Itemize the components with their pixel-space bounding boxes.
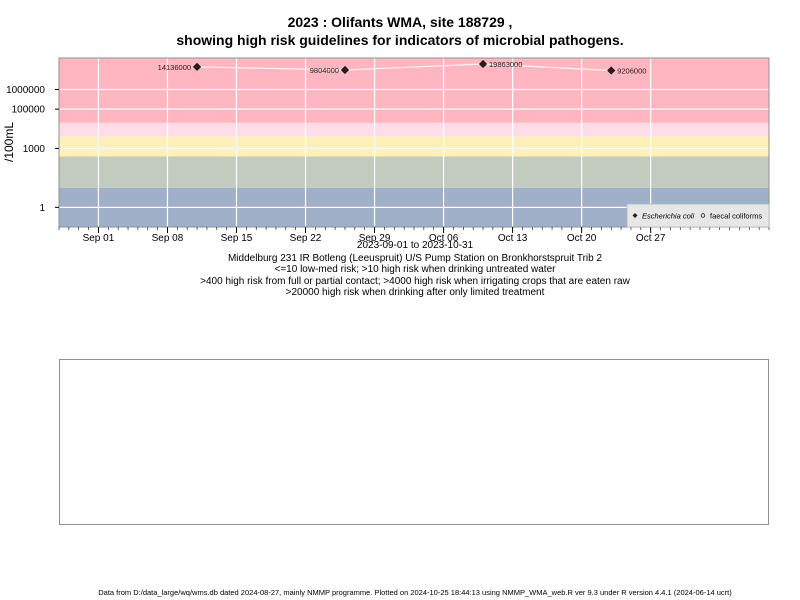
legend-label-faecal: faecal coliforms bbox=[710, 212, 762, 221]
ecoli-data-label-0: 14136000 bbox=[158, 63, 191, 72]
risk-band-1 bbox=[59, 156, 769, 188]
ecoli-point-3 bbox=[607, 66, 616, 75]
subtitle-risk-drinking: <=10 low-med risk; >10 high risk when dr… bbox=[274, 264, 556, 275]
y-tick-label-0: 1 bbox=[39, 203, 45, 214]
x-tick-label-0: Sep 01 bbox=[83, 233, 115, 244]
empty-plot-panel bbox=[59, 359, 769, 525]
ecoli-data-label-2: 19863000 bbox=[489, 60, 522, 69]
subtitle-date-range: 2023-09-01 to 2023-10-31 bbox=[356, 240, 474, 251]
x-tick-label-5: Oct 06 bbox=[429, 233, 459, 244]
x-tick-label-6: Oct 13 bbox=[498, 233, 528, 244]
chart-title-line-1: 2023 : Olifants WMA, site 188729 , bbox=[287, 14, 513, 30]
subtitle-site-description: Middelburg 231 IR Botleng (Leeuspruit) U… bbox=[227, 253, 603, 264]
risk-band-3 bbox=[59, 122, 769, 137]
x-tick-label-8: Oct 27 bbox=[636, 233, 666, 244]
ecoli-point-0 bbox=[193, 62, 202, 71]
ecoli-data-label-3: 9206000 bbox=[617, 67, 646, 76]
x-tick-label-2: Sep 15 bbox=[221, 233, 253, 244]
risk-band-2 bbox=[59, 136, 769, 157]
x-tick-label-4: Sep 29 bbox=[359, 233, 391, 244]
y-axis-label: /100mL bbox=[2, 122, 16, 162]
legend-marker-faecal bbox=[700, 213, 706, 218]
x-tick-label-7: Oct 20 bbox=[567, 233, 597, 244]
x-tick-label-3: Sep 22 bbox=[290, 233, 322, 244]
y-tick-label-3: 1000000 bbox=[6, 85, 45, 96]
x-tick-label-1: Sep 08 bbox=[152, 233, 184, 244]
legend-label-ecoli: Escherichia coli bbox=[642, 212, 694, 221]
legend-marker-ecoli bbox=[632, 213, 638, 218]
ecoli-data-label-1: 9804000 bbox=[310, 66, 339, 75]
chart-title-line-2: showing high risk guidelines for indicat… bbox=[176, 32, 624, 48]
ecoli-series-line bbox=[197, 63, 612, 72]
footer-note: Data from D:/data_large/wq/wms.db dated … bbox=[98, 588, 732, 597]
y-tick-label-1: 1000 bbox=[23, 144, 46, 155]
legend-box bbox=[626, 203, 770, 228]
ecoli-point-2 bbox=[479, 59, 488, 68]
y-tick-label-2: 100000 bbox=[12, 105, 46, 116]
ecoli-point-1 bbox=[340, 65, 349, 75]
subtitle-risk-contact: >400 high risk from full or partial cont… bbox=[200, 276, 630, 287]
subtitle-risk-limited-treatment: >20000 high risk when drinking after onl… bbox=[285, 287, 545, 298]
